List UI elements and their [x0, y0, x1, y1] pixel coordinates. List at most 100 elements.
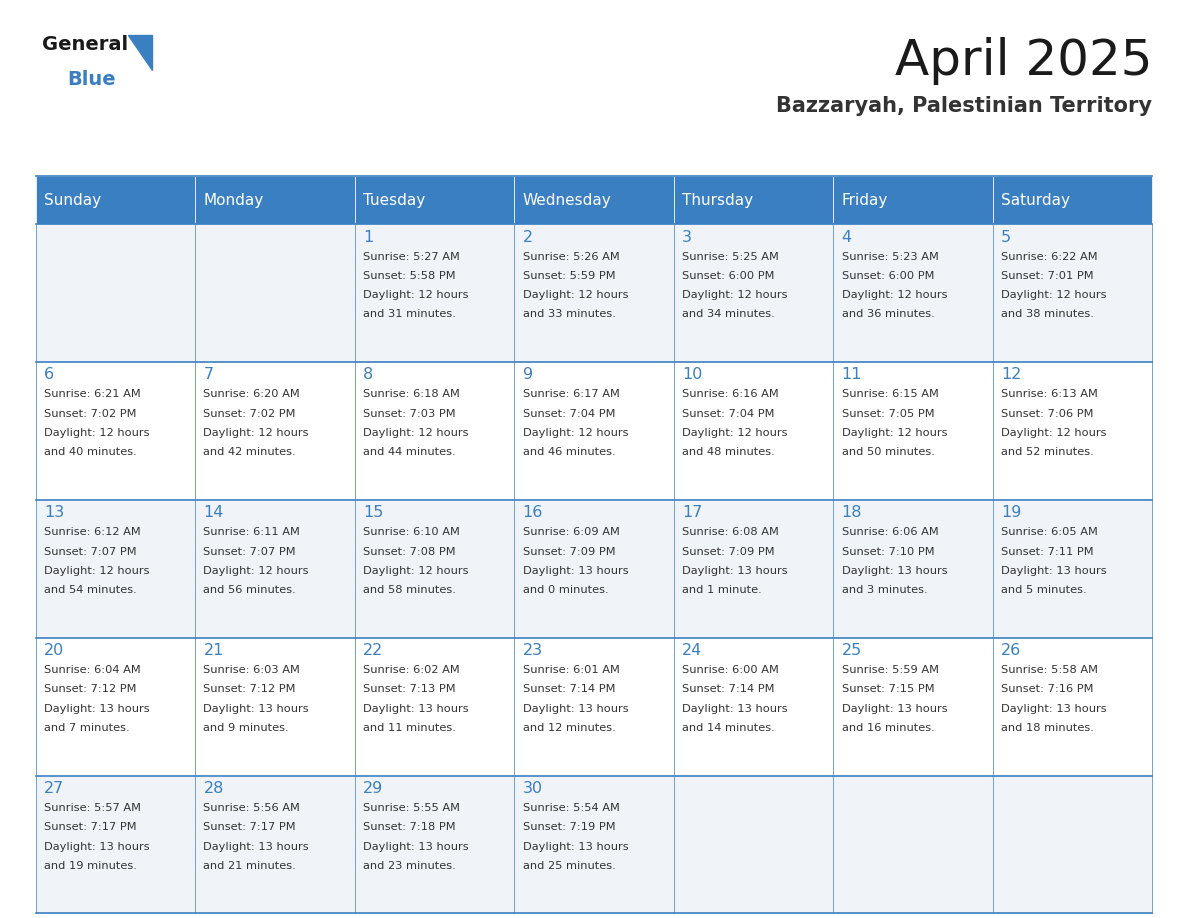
Text: Daylight: 12 hours: Daylight: 12 hours	[203, 428, 309, 438]
Bar	[36, 776, 195, 913]
Text: Blue: Blue	[68, 70, 116, 89]
Bar	[355, 638, 514, 776]
Text: and 56 minutes.: and 56 minutes.	[203, 585, 296, 595]
Text: 15: 15	[364, 505, 384, 521]
Text: Daylight: 12 hours: Daylight: 12 hours	[44, 428, 150, 438]
Text: Sunrise: 6:13 AM: Sunrise: 6:13 AM	[1001, 389, 1098, 399]
Text: and 9 minutes.: and 9 minutes.	[203, 723, 289, 733]
Text: and 12 minutes.: and 12 minutes.	[523, 723, 615, 733]
Text: 12: 12	[1001, 367, 1022, 383]
Text: 9: 9	[523, 367, 532, 383]
Bar	[36, 638, 195, 776]
Text: General: General	[42, 35, 127, 54]
Text: and 40 minutes.: and 40 minutes.	[44, 447, 137, 457]
Text: Sunrise: 5:23 AM: Sunrise: 5:23 AM	[841, 252, 939, 262]
Text: 6: 6	[44, 367, 55, 383]
Bar	[195, 176, 355, 224]
Bar	[674, 176, 833, 224]
Text: Sunset: 7:16 PM: Sunset: 7:16 PM	[1001, 685, 1094, 694]
Text: Daylight: 13 hours: Daylight: 13 hours	[364, 842, 468, 852]
Bar	[993, 638, 1152, 776]
Text: Monday: Monday	[203, 193, 264, 207]
Text: Sunset: 7:11 PM: Sunset: 7:11 PM	[1001, 546, 1094, 556]
Text: and 23 minutes.: and 23 minutes.	[364, 861, 456, 871]
Bar	[674, 224, 833, 362]
Text: Sunrise: 6:21 AM: Sunrise: 6:21 AM	[44, 389, 140, 399]
Text: Sunset: 7:07 PM: Sunset: 7:07 PM	[44, 546, 137, 556]
Text: Sunset: 6:00 PM: Sunset: 6:00 PM	[682, 271, 775, 281]
Text: Daylight: 13 hours: Daylight: 13 hours	[523, 842, 628, 852]
Text: and 7 minutes.: and 7 minutes.	[44, 723, 129, 733]
Text: Sunrise: 6:20 AM: Sunrise: 6:20 AM	[203, 389, 301, 399]
Polygon shape	[128, 35, 152, 70]
Text: 27: 27	[44, 781, 64, 796]
Text: 30: 30	[523, 781, 543, 796]
Text: and 19 minutes.: and 19 minutes.	[44, 861, 137, 871]
Text: Sunrise: 6:10 AM: Sunrise: 6:10 AM	[364, 527, 460, 537]
Bar	[833, 362, 993, 499]
Text: Friday: Friday	[841, 193, 887, 207]
Text: Sunrise: 6:02 AM: Sunrise: 6:02 AM	[364, 666, 460, 675]
Text: and 0 minutes.: and 0 minutes.	[523, 585, 608, 595]
Text: and 52 minutes.: and 52 minutes.	[1001, 447, 1094, 457]
Text: and 25 minutes.: and 25 minutes.	[523, 861, 615, 871]
Bar	[993, 176, 1152, 224]
Text: Sunset: 7:09 PM: Sunset: 7:09 PM	[682, 546, 775, 556]
Bar	[195, 638, 355, 776]
Text: Daylight: 12 hours: Daylight: 12 hours	[203, 565, 309, 576]
Text: 22: 22	[364, 644, 384, 658]
Text: Daylight: 13 hours: Daylight: 13 hours	[841, 704, 947, 713]
Text: Sunrise: 6:16 AM: Sunrise: 6:16 AM	[682, 389, 779, 399]
Text: and 54 minutes.: and 54 minutes.	[44, 585, 137, 595]
Text: Sunset: 7:17 PM: Sunset: 7:17 PM	[203, 823, 296, 833]
Bar	[514, 638, 674, 776]
Text: and 31 minutes.: and 31 minutes.	[364, 309, 456, 319]
Text: Sunset: 7:15 PM: Sunset: 7:15 PM	[841, 685, 934, 694]
Bar	[195, 776, 355, 913]
Text: Sunrise: 5:25 AM: Sunrise: 5:25 AM	[682, 252, 779, 262]
Text: 19: 19	[1001, 505, 1022, 521]
Text: Sunrise: 6:18 AM: Sunrise: 6:18 AM	[364, 389, 460, 399]
Text: Tuesday: Tuesday	[364, 193, 425, 207]
Bar	[514, 362, 674, 499]
Text: and 11 minutes.: and 11 minutes.	[364, 723, 456, 733]
Text: and 38 minutes.: and 38 minutes.	[1001, 309, 1094, 319]
Text: 7: 7	[203, 367, 214, 383]
Bar	[833, 499, 993, 638]
Text: April 2025: April 2025	[895, 37, 1152, 84]
Text: Daylight: 13 hours: Daylight: 13 hours	[841, 565, 947, 576]
Bar	[674, 776, 833, 913]
Bar	[36, 176, 195, 224]
Text: Daylight: 12 hours: Daylight: 12 hours	[364, 565, 468, 576]
Text: 18: 18	[841, 505, 862, 521]
Text: and 58 minutes.: and 58 minutes.	[364, 585, 456, 595]
Text: Daylight: 12 hours: Daylight: 12 hours	[44, 565, 150, 576]
Text: Sunrise: 6:04 AM: Sunrise: 6:04 AM	[44, 666, 140, 675]
Text: Daylight: 13 hours: Daylight: 13 hours	[1001, 704, 1107, 713]
Text: 16: 16	[523, 505, 543, 521]
Bar	[674, 638, 833, 776]
Text: and 16 minutes.: and 16 minutes.	[841, 723, 935, 733]
Text: 5: 5	[1001, 230, 1011, 244]
Bar	[514, 224, 674, 362]
Text: and 21 minutes.: and 21 minutes.	[203, 861, 296, 871]
Bar	[514, 776, 674, 913]
Text: Sunset: 7:02 PM: Sunset: 7:02 PM	[203, 409, 296, 419]
Text: Sunset: 7:12 PM: Sunset: 7:12 PM	[203, 685, 296, 694]
Text: Sunset: 6:00 PM: Sunset: 6:00 PM	[841, 271, 934, 281]
Text: Sunset: 7:05 PM: Sunset: 7:05 PM	[841, 409, 934, 419]
Text: 25: 25	[841, 644, 861, 658]
Text: Sunrise: 6:17 AM: Sunrise: 6:17 AM	[523, 389, 619, 399]
Text: 17: 17	[682, 505, 702, 521]
Text: Daylight: 12 hours: Daylight: 12 hours	[364, 428, 468, 438]
Text: Thursday: Thursday	[682, 193, 753, 207]
Text: Daylight: 13 hours: Daylight: 13 hours	[364, 704, 468, 713]
Bar	[514, 176, 674, 224]
Text: Daylight: 13 hours: Daylight: 13 hours	[203, 704, 309, 713]
Text: Sunrise: 6:05 AM: Sunrise: 6:05 AM	[1001, 527, 1098, 537]
Text: Sunset: 7:07 PM: Sunset: 7:07 PM	[203, 546, 296, 556]
Bar	[195, 224, 355, 362]
Bar	[36, 362, 195, 499]
Text: Daylight: 13 hours: Daylight: 13 hours	[682, 704, 788, 713]
Bar	[833, 638, 993, 776]
